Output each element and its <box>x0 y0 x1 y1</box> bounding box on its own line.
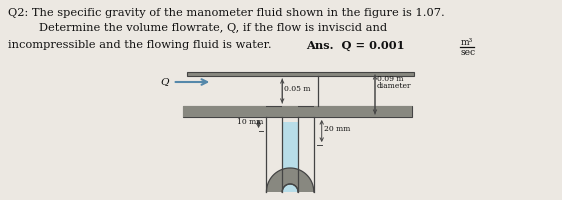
Bar <box>314 106 413 117</box>
Text: Determine the volume flowrate, Q, if the flow is inviscid and: Determine the volume flowrate, Q, if the… <box>39 23 388 33</box>
Text: incompressible and the flowing fluid is water.: incompressible and the flowing fluid is … <box>8 40 271 50</box>
Text: Q2: The specific gravity of the manometer fluid shown in the figure is 1.07.: Q2: The specific gravity of the manomete… <box>8 8 445 18</box>
Text: Ans.  Q = 0.001: Ans. Q = 0.001 <box>306 40 409 51</box>
Polygon shape <box>282 184 298 192</box>
Text: 20 mm: 20 mm <box>324 125 350 133</box>
Text: diameter: diameter <box>377 82 411 90</box>
Bar <box>282 122 298 192</box>
Polygon shape <box>266 168 314 192</box>
Text: m³: m³ <box>461 38 473 47</box>
Text: 0.09 m: 0.09 m <box>377 75 404 83</box>
Text: 0.05 m: 0.05 m <box>284 85 311 93</box>
Bar <box>183 106 413 117</box>
Text: Q: Q <box>161 77 169 86</box>
Bar <box>183 106 266 117</box>
Bar <box>282 106 298 117</box>
Bar <box>188 72 414 76</box>
Text: 10 mm: 10 mm <box>237 118 263 126</box>
Text: sec: sec <box>461 48 476 57</box>
